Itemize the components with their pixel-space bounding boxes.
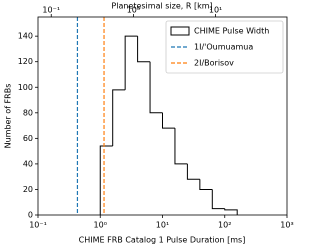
y-tick-label: 80: [23, 108, 33, 117]
y-tick-label: 20: [23, 185, 33, 194]
histogram-bin: [211, 189, 225, 210]
chart: Planetesimal size, R [km] CHIME FRB Cata…: [4, 2, 294, 245]
legend-swatch: [170, 26, 190, 36]
histogram-bin: [137, 36, 151, 63]
y-tick-label: 100: [18, 83, 33, 92]
y-axis-label: Number of FRBs: [4, 84, 13, 149]
histogram-bin: [124, 35, 138, 90]
histogram-bin: [174, 128, 188, 165]
x2-tick-label: 10¹: [209, 6, 222, 15]
x-tick-label: 10²: [218, 221, 231, 230]
histogram-bin: [186, 163, 200, 180]
y-tick-label: 40: [23, 159, 33, 168]
y-tick-label: 120: [18, 57, 33, 66]
histogram-bin: [224, 208, 238, 215]
histogram-bin: [162, 112, 175, 129]
legend-label: 2I/Borisov: [194, 59, 234, 68]
legend-box: [165, 20, 284, 74]
legend-label: CHIME Pulse Width: [194, 27, 269, 36]
histogram-bin: [99, 145, 113, 215]
histogram-bin: [112, 89, 126, 147]
x-tick-label: 10⁰: [94, 221, 107, 230]
x-tick-label: 10³: [280, 221, 293, 230]
histogram-bin: [199, 179, 213, 190]
x2-tick-label: 10⁰: [127, 6, 140, 15]
x2-axis-label: Planetesimal size, R [km]: [111, 2, 212, 11]
y-tick-label: 140: [18, 32, 33, 41]
plot-frame: [37, 16, 288, 216]
x-tick-label: 10¹: [156, 221, 169, 230]
legend-label: 1I/'Oumuamua: [194, 43, 253, 52]
y-tick-label: 0: [28, 211, 33, 220]
x-axis-label: CHIME FRB Catalog 1 Pulse Duration [ms]: [79, 236, 246, 245]
histogram-bin: [149, 61, 163, 114]
x2-tick-label: 10⁻¹: [42, 6, 60, 15]
x-tick-label: 10⁻¹: [29, 221, 47, 230]
y-tick-label: 60: [23, 134, 33, 143]
